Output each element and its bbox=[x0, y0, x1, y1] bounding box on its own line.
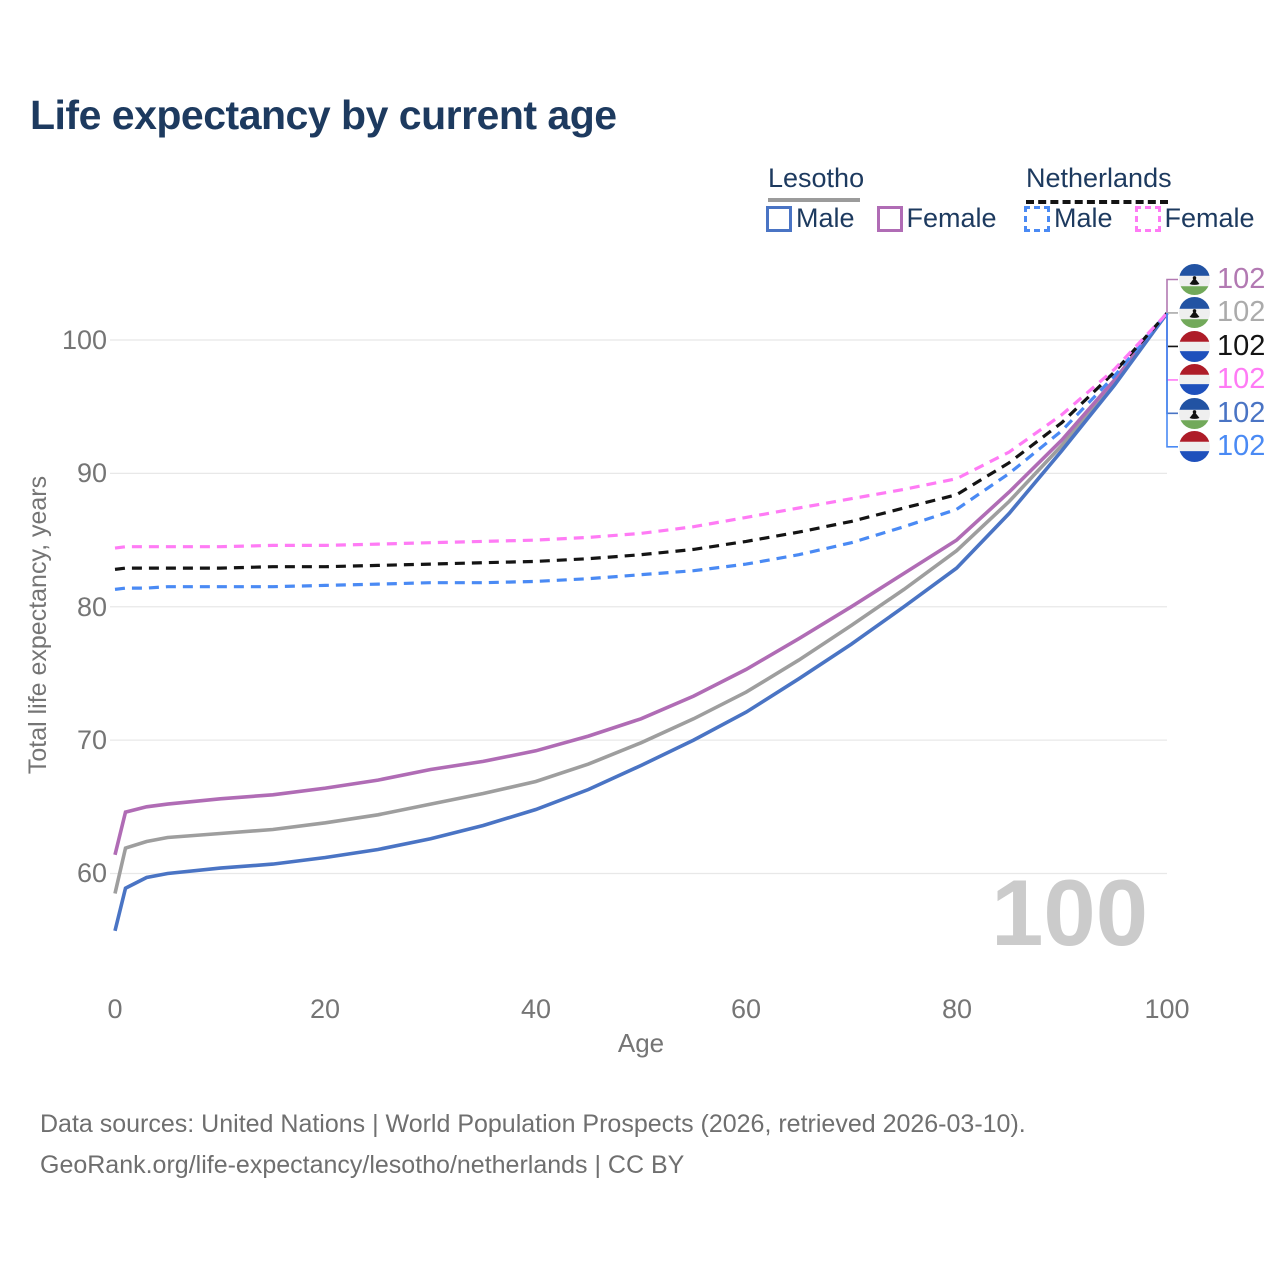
series-line-netherlands_female[interactable] bbox=[114, 312, 1169, 550]
legend-swatch-netherlands-male[interactable] bbox=[1024, 205, 1050, 232]
end-label-netherlands-female: 102 bbox=[1179, 363, 1266, 396]
legend-group-netherlands: Netherlands bbox=[1026, 163, 1172, 204]
end-value: 102 bbox=[1217, 430, 1266, 463]
end-label-lesotho-both: 102 bbox=[1179, 296, 1266, 329]
footer-attribution: GeoRank.org/life-expectancy/lesotho/neth… bbox=[40, 1151, 685, 1179]
legend-group-netherlands-label: Netherlands bbox=[1026, 163, 1172, 193]
x-tick-0: 0 bbox=[107, 994, 123, 1024]
end-label-connector-netherlands_male bbox=[1166, 313, 1178, 448]
end-label-connector-lesotho_male bbox=[1166, 313, 1178, 415]
series-line-netherlands_both[interactable] bbox=[114, 312, 1169, 571]
netherlands-flag-icon bbox=[1179, 364, 1210, 396]
x-tick-20: 20 bbox=[309, 994, 341, 1024]
age-counter-watermark: 100 bbox=[991, 860, 1148, 965]
y-tick-60: 60 bbox=[76, 858, 107, 888]
netherlands-flag-icon bbox=[1179, 431, 1210, 463]
legend-label-lesotho-male[interactable]: Male bbox=[796, 203, 855, 233]
x-tick-80: 80 bbox=[941, 994, 973, 1024]
legend-swatch-lesotho-male[interactable] bbox=[766, 205, 792, 232]
y-tick-100: 100 bbox=[61, 325, 107, 355]
end-label-lesotho-female: 102 bbox=[1179, 264, 1265, 295]
legend-netherlands-line-sample bbox=[1026, 200, 1168, 204]
lesotho-flag-icon bbox=[1179, 397, 1210, 429]
legend-label-netherlands-female[interactable]: Female bbox=[1164, 203, 1255, 233]
end-value: 102 bbox=[1217, 329, 1266, 362]
end-value: 102 bbox=[1217, 396, 1266, 429]
x-tick-100: 100 bbox=[1144, 994, 1190, 1024]
series-line-netherlands_male[interactable] bbox=[114, 312, 1169, 591]
legend-row-netherlands: Male Female bbox=[1024, 203, 1255, 234]
end-label-lesotho-male: 102 bbox=[1179, 396, 1266, 429]
legend-group-lesotho: Lesotho bbox=[768, 163, 864, 202]
legend-swatch-lesotho-female[interactable] bbox=[876, 205, 903, 232]
x-tick-40: 40 bbox=[520, 994, 552, 1024]
legend-row-lesotho: Male Female bbox=[766, 203, 997, 234]
series-line-lesotho_both[interactable] bbox=[113, 312, 1169, 894]
y-tick-90: 90 bbox=[76, 458, 107, 488]
y-axis-title: Total life expectancy, years bbox=[24, 475, 52, 775]
lesotho-flag-icon bbox=[1179, 297, 1210, 329]
legend-label-netherlands-male[interactable]: Male bbox=[1054, 203, 1113, 233]
y-tick-80: 80 bbox=[76, 592, 107, 622]
series-line-lesotho_male[interactable] bbox=[113, 312, 1169, 932]
end-label-netherlands-both: 102 bbox=[1179, 329, 1266, 362]
legend-lesotho-line-sample bbox=[768, 198, 860, 202]
legend-label-lesotho-female[interactable]: Female bbox=[906, 203, 997, 233]
chart-title: Life expectancy by current age bbox=[30, 92, 617, 138]
y-tick-70: 70 bbox=[76, 725, 107, 755]
end-value: 102 bbox=[1217, 296, 1266, 329]
end-label-connector-lesotho_female bbox=[1166, 278, 1178, 313]
netherlands-flag-icon bbox=[1179, 330, 1210, 362]
footer-data-sources: Data sources: United Nations | World Pop… bbox=[40, 1110, 1026, 1138]
end-value: 102 bbox=[1217, 363, 1266, 396]
legend-swatch-netherlands-female[interactable] bbox=[1134, 205, 1161, 232]
end-label-netherlands-male: 102 bbox=[1179, 430, 1266, 463]
end-label-connector-netherlands_both bbox=[1166, 313, 1178, 348]
x-axis-title: Age bbox=[617, 1028, 665, 1058]
lesotho-flag-icon bbox=[1179, 264, 1210, 295]
end-value: 102 bbox=[1217, 263, 1266, 295]
legend-group-lesotho-label: Lesotho bbox=[768, 163, 865, 193]
series-line-lesotho_female[interactable] bbox=[113, 312, 1169, 856]
x-tick-60: 60 bbox=[730, 994, 762, 1024]
